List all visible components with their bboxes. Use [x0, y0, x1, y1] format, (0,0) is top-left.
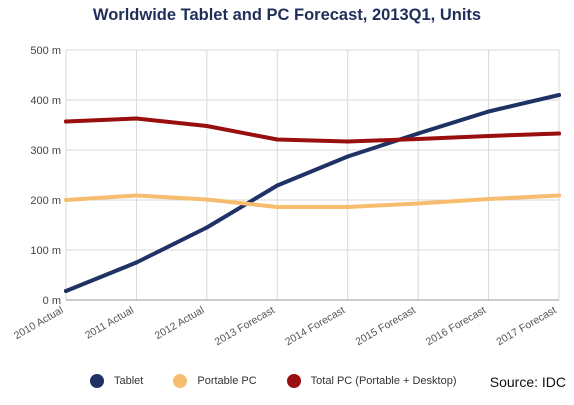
x-tick-label: 2017 Forecast [494, 304, 558, 348]
data-point-2-3 [275, 137, 280, 142]
legend-item-portable-pc[interactable]: Portable PC [173, 374, 257, 388]
x-tick-label: 2014 Forecast [283, 304, 347, 348]
data-point-0-1 [134, 260, 139, 265]
x-tick-label: 2016 Forecast [424, 304, 488, 348]
x-tick-label: 2010 Actual [12, 304, 66, 342]
data-point-1-4 [345, 205, 350, 209]
data-point-0-4 [345, 154, 350, 159]
y-tick-label: 0 m [43, 295, 61, 307]
legend-label-total-pc: Total PC (Portable + Desktop) [310, 375, 457, 387]
legend-label-tablet: Tablet [114, 375, 144, 387]
legend-item-tablet[interactable]: Tablet [90, 374, 143, 388]
series-line-tablet [64, 93, 561, 293]
series-line-total-pc-portable-desktop [64, 116, 561, 144]
legend: Tablet Portable PC Total PC (Portable + … [90, 374, 487, 388]
data-point-0-7 [557, 93, 561, 97]
data-point-1-0 [64, 198, 68, 202]
data-point-1-7 [557, 193, 561, 198]
x-tick-label: 2012 Actual [153, 304, 207, 342]
y-tick-label: 200 m [30, 195, 61, 207]
data-point-2-7 [557, 131, 561, 136]
data-point-1-3 [275, 205, 280, 209]
data-point-1-5 [416, 201, 421, 206]
y-tick-label: 300 m [30, 145, 61, 157]
data-point-0-0 [64, 289, 68, 293]
data-point-1-1 [134, 193, 139, 198]
data-point-0-3 [275, 183, 280, 188]
data-point-2-2 [204, 124, 209, 128]
x-tick-label: 2011 Actual [83, 304, 136, 341]
y-tick-label: 100 m [30, 245, 61, 257]
data-point-2-6 [486, 134, 491, 138]
legend-swatch-tablet [90, 374, 104, 388]
source-note: Source: IDC [489, 374, 566, 390]
data-point-2-0 [64, 119, 68, 124]
data-point-1-6 [486, 197, 491, 201]
data-point-2-5 [416, 137, 421, 141]
y-tick-label: 400 m [30, 95, 61, 107]
data-point-0-2 [204, 225, 209, 230]
data-point-0-5 [416, 131, 421, 136]
legend-swatch-total-pc [286, 374, 301, 388]
data-point-2-4 [345, 139, 350, 144]
y-tick-label: 500 m [30, 45, 61, 57]
data-point-2-1 [134, 116, 139, 121]
x-tick-label: 2015 Forecast [354, 304, 418, 348]
data-point-1-2 [204, 197, 209, 202]
chart-title: Worldwide Tablet and PC Forecast, 2013Q1… [92, 6, 482, 24]
legend-item-total-pc[interactable]: Total PC (Portable + Desktop) [286, 374, 457, 388]
legend-swatch-portable-pc [173, 374, 188, 388]
data-point-0-6 [486, 109, 491, 114]
series-line-portable-pc [64, 193, 561, 209]
legend-label-portable-pc: Portable PC [197, 375, 257, 387]
x-tick-label: 2013 Forecast [213, 304, 277, 348]
